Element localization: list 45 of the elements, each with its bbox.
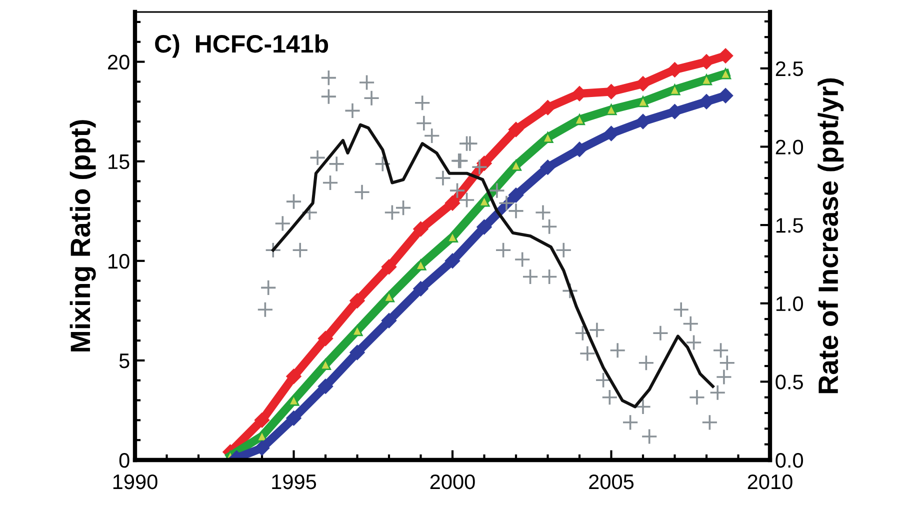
point (540, 100, 556, 116)
y2-axis-title: Rate of Increase (ppt/yr) (818, 78, 844, 394)
point (508, 188, 524, 203)
y2-tick-label: 0.0 (776, 453, 804, 468)
point (572, 142, 588, 157)
point (720, 68, 732, 80)
y-axis-title: Mixing Ratio (ppt) (70, 120, 96, 352)
text: C) HCFC-141b (155, 34, 328, 58)
line-series (272, 123, 714, 408)
point (508, 122, 524, 138)
point (254, 440, 270, 456)
x-tick-label: 2000 (430, 474, 475, 490)
point (381, 259, 397, 274)
point (286, 410, 302, 426)
y2-tick-label: 2.5 (776, 61, 803, 76)
point (700, 74, 712, 86)
point (254, 412, 270, 428)
y2-tick-label: 1.5 (776, 218, 803, 233)
y2-tick-label: 1.0 (776, 296, 804, 312)
y2-tick-label: 2.0 (776, 140, 804, 154)
point (606, 104, 617, 116)
point (444, 196, 460, 211)
point (604, 126, 619, 142)
y-tick-label: 10 (108, 254, 130, 269)
x-tick-label: 2005 (589, 474, 634, 490)
point (350, 293, 365, 308)
x-tick-label: 2010 (748, 474, 792, 490)
y-tick-label: 5 (119, 354, 130, 368)
x-tick-label: 1995 (272, 474, 316, 490)
point (540, 160, 556, 175)
point (318, 330, 334, 346)
y-tick-label: 0 (119, 453, 130, 468)
point (413, 281, 428, 296)
point (381, 313, 397, 328)
y-tick-label: 20 (108, 54, 130, 70)
point (350, 344, 365, 360)
point (413, 221, 428, 237)
point (476, 219, 492, 235)
y2-tick-label: 0.5 (776, 374, 803, 390)
point (286, 368, 302, 384)
point (637, 96, 649, 108)
point (444, 253, 460, 268)
y-tick-label: 15 (108, 154, 130, 170)
x-tick-label: 1990 (113, 474, 158, 490)
point (318, 378, 334, 394)
